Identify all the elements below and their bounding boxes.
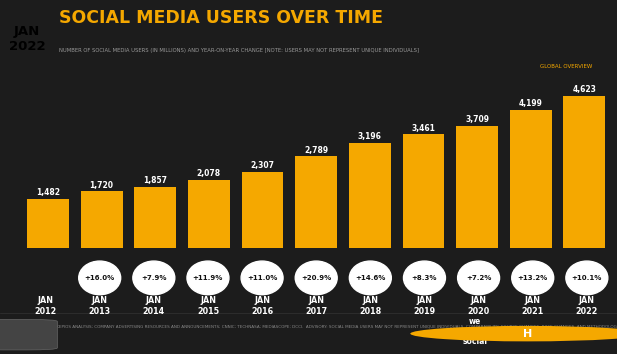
Bar: [456, 126, 498, 248]
Text: 3,196: 3,196: [358, 132, 382, 141]
Text: 2,078: 2,078: [197, 169, 221, 178]
Text: 3,461: 3,461: [412, 124, 436, 132]
Text: +7.2%: +7.2%: [466, 275, 491, 281]
Text: JAN
2022: JAN 2022: [9, 25, 46, 53]
Text: 2,789: 2,789: [304, 145, 328, 155]
Bar: [27, 199, 69, 248]
Text: 3,709: 3,709: [465, 115, 489, 124]
Text: NUMBER OF SOCIAL MEDIA USERS (IN MILLIONS) AND YEAR-ON-YEAR CHANGE [NOTE: USERS : NUMBER OF SOCIAL MEDIA USERS (IN MILLION…: [59, 48, 419, 53]
Text: SOURCES: KEPIOS ANALYSIS; COMPANY ADVERTISING RESOURCES AND ANNOUNCEMENTS; CNNIC: SOURCES: KEPIOS ANALYSIS; COMPANY ADVERT…: [34, 325, 617, 329]
Text: +11.0%: +11.0%: [247, 275, 277, 281]
Bar: [81, 192, 123, 248]
Bar: [349, 143, 391, 248]
Text: GLOBAL OVERVIEW: GLOBAL OVERVIEW: [540, 64, 592, 69]
Bar: [188, 180, 230, 248]
Bar: [510, 110, 552, 248]
Text: +16.0%: +16.0%: [85, 275, 115, 281]
Bar: [135, 187, 176, 248]
Text: we
are
social: we are social: [463, 318, 487, 346]
Text: H: H: [523, 329, 532, 339]
Text: 1,720: 1,720: [89, 181, 114, 190]
Text: Hootsuite: Hootsuite: [523, 327, 587, 340]
Text: 1,482: 1,482: [36, 188, 60, 198]
Text: +10.1%: +10.1%: [572, 275, 602, 281]
Text: 4,199: 4,199: [519, 99, 543, 108]
FancyBboxPatch shape: [0, 319, 57, 350]
Text: 4,623: 4,623: [573, 85, 597, 95]
Text: JAN
2022: JAN 2022: [576, 296, 598, 316]
Text: +11.9%: +11.9%: [193, 275, 223, 281]
Text: +13.2%: +13.2%: [518, 275, 548, 281]
Text: JAN
2021: JAN 2021: [521, 296, 544, 316]
Bar: [242, 172, 283, 248]
Text: JAN
2014: JAN 2014: [143, 296, 165, 316]
Text: JAN
2018: JAN 2018: [359, 296, 381, 316]
Text: +7.9%: +7.9%: [141, 275, 167, 281]
Text: JAN
2019: JAN 2019: [413, 296, 436, 316]
Circle shape: [410, 326, 617, 341]
Text: +20.9%: +20.9%: [301, 275, 331, 281]
Text: +14.6%: +14.6%: [355, 275, 386, 281]
Bar: [402, 135, 444, 248]
Text: JAN
2012: JAN 2012: [35, 296, 57, 316]
Text: JAN
2020: JAN 2020: [468, 296, 490, 316]
Text: 88: 88: [9, 329, 21, 338]
Text: JAN
2016: JAN 2016: [251, 296, 273, 316]
Bar: [563, 96, 605, 248]
Text: JAN
2015: JAN 2015: [197, 296, 219, 316]
Bar: [296, 156, 337, 248]
Text: 2,307: 2,307: [251, 161, 275, 170]
Text: JAN
2017: JAN 2017: [305, 296, 327, 316]
Text: 1,857: 1,857: [143, 176, 167, 185]
Text: +8.3%: +8.3%: [412, 275, 437, 281]
Text: JAN
2013: JAN 2013: [89, 296, 111, 316]
Text: SOCIAL MEDIA USERS OVER TIME: SOCIAL MEDIA USERS OVER TIME: [59, 9, 383, 27]
